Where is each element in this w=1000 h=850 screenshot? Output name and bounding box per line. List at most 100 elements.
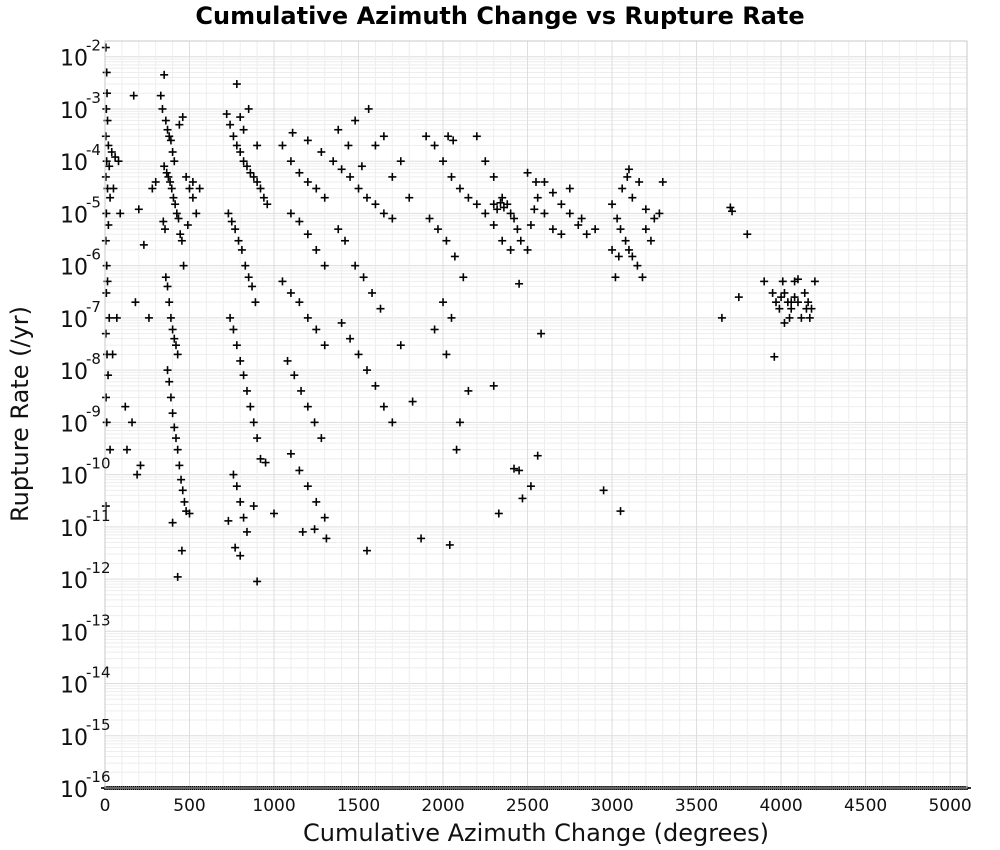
data-point [354,350,363,359]
data-point [101,43,110,52]
data-point [303,136,312,145]
data-point [224,516,233,525]
data-point [613,214,622,223]
y-tick-label: 10 [60,569,88,594]
data-point [295,217,304,226]
y-axis-label: Rupture Rate (/yr) [6,306,34,522]
data-point [322,534,331,543]
data-point [635,177,644,186]
data-point [175,120,184,129]
data-point [310,525,319,534]
data-point [760,277,769,286]
data-point [317,434,326,443]
data-point [107,147,116,156]
y-tick-label: 10 [60,47,88,72]
data-point [641,205,650,214]
data-point [170,157,179,166]
plot-frame [104,40,968,789]
data-point [334,125,343,134]
data-point [805,313,814,322]
y-tick-exponent: -16 [86,768,111,786]
y-tick-label: 10 [60,203,88,228]
data-point [533,193,542,202]
data-point [310,418,319,427]
data-point [244,104,253,113]
data-point [122,445,131,454]
data-point [804,298,813,307]
data-point [346,334,355,343]
data-point [286,288,295,297]
data-point [239,125,248,134]
data-point [227,217,236,226]
data-point [489,200,498,209]
data-point [506,245,515,254]
data-point [574,221,583,230]
y-tick-exponent: -3 [86,89,101,107]
data-point [229,132,238,141]
data-point [371,200,380,209]
data-point [102,209,111,218]
data-point [638,273,647,282]
data-point [624,165,633,174]
data-point [312,245,321,254]
data-point [442,236,451,245]
data-point [726,203,735,212]
data-point [104,221,113,230]
data-point [450,252,459,261]
data-point [231,225,240,234]
data-point [493,205,502,214]
data-point [388,418,397,427]
data-point [320,513,329,522]
data-point [368,288,377,297]
y-tick-label: 10 [60,256,88,281]
data-point [195,184,204,193]
data-point [743,230,752,239]
data-point [166,313,175,322]
data-point [540,177,549,186]
data-point [111,153,120,162]
data-point [464,193,473,202]
data-point [481,209,490,218]
data-point [608,200,617,209]
data-point [344,141,353,150]
data-point [168,325,177,334]
data-point [261,458,270,467]
data-point [166,393,175,402]
data-point [192,209,201,218]
data-point [337,165,346,174]
data-point [164,172,173,181]
data-point [772,298,781,307]
data-point [253,141,262,150]
data-point [283,356,292,365]
data-point [489,381,498,390]
data-point [557,200,566,209]
data-point [139,240,148,249]
data-point [163,125,172,134]
data-point [176,230,185,239]
data-point [650,214,659,223]
y-tick-label: 10 [60,517,88,542]
y-tick-label: 10 [60,621,88,646]
data-point [405,193,414,202]
data-point [144,313,153,322]
data-point [439,157,448,166]
chart-title: Cumulative Azimuth Change vs Rupture Rat… [195,2,804,30]
data-point [101,172,110,181]
data-point [278,141,287,150]
data-point [526,221,535,230]
data-point [295,168,304,177]
data-point [171,200,180,209]
data-point [526,482,535,491]
data-point [148,184,157,193]
data-point [303,230,312,239]
data-point [787,298,796,307]
data-point [449,136,458,145]
data-point [303,402,312,411]
y-tick-label: 10 [60,465,88,490]
data-point [464,386,473,395]
data-point [112,313,121,322]
data-point [810,277,819,286]
data-point [229,470,238,479]
data-point [621,236,630,245]
